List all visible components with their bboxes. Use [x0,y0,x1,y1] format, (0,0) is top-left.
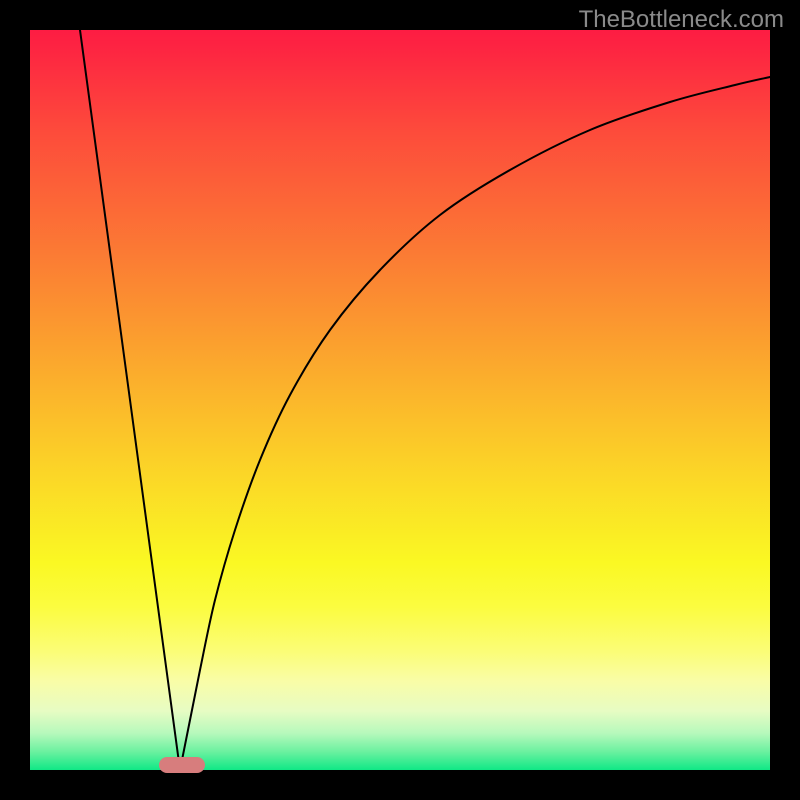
plot-background [30,30,770,770]
min-marker [159,757,205,773]
chart-container: TheBottleneck.com [0,0,800,800]
chart-svg [0,0,800,800]
watermark-text: TheBottleneck.com [579,6,784,34]
